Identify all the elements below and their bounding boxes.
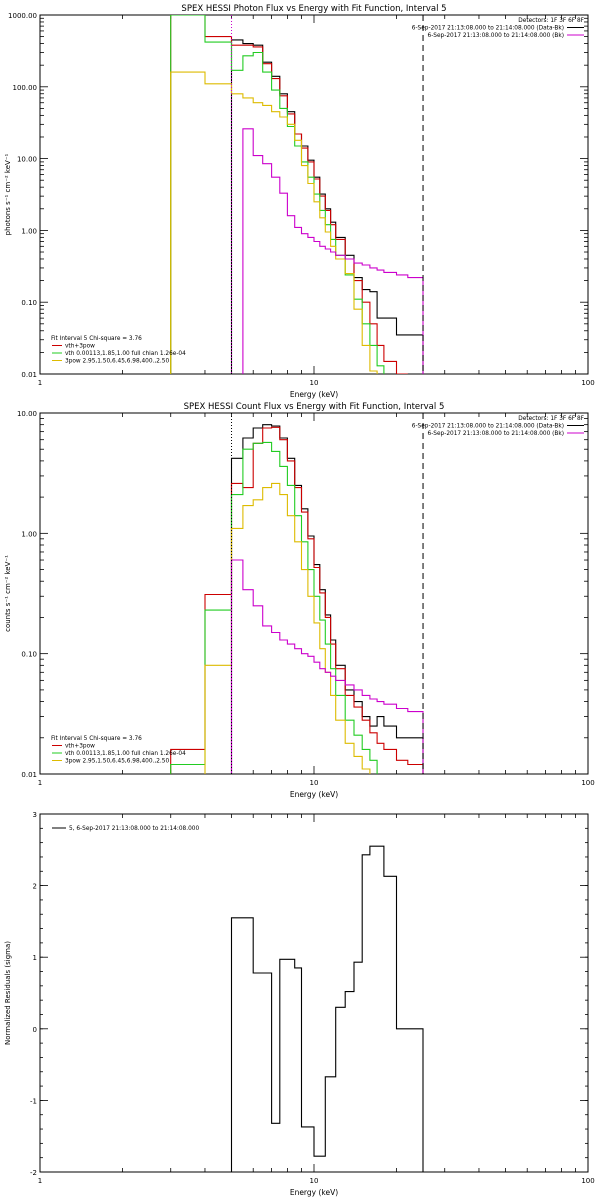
- y-tick-label: 0.10: [21, 651, 37, 659]
- series-line-pow: [204, 482, 371, 774]
- series-line-data: [230, 424, 424, 774]
- fit-line: 3pow 2.95,1.50,6.45,6.98,400.,2.50: [65, 359, 169, 365]
- x-tick-label: 100: [581, 1177, 594, 1185]
- x-axis-label: Energy (keV): [290, 1188, 338, 1197]
- series-line-total: [170, 426, 424, 774]
- fit-line: Fit Interval 5 Chi-square = 3.76: [51, 736, 142, 742]
- y-tick-label: 1: [33, 954, 37, 962]
- y-tick-label: 10.00: [17, 156, 37, 164]
- series-line-total: [170, 15, 408, 374]
- y-tick-label: 0.10: [21, 299, 37, 307]
- y-tick-label: 100.00: [13, 84, 38, 92]
- series-line-thermal: [170, 15, 385, 374]
- plot-area: [170, 413, 424, 774]
- y-axis-label: counts s⁻¹ cm⁻² keV⁻¹: [4, 555, 12, 632]
- x-axis-label: Energy (keV): [290, 790, 338, 799]
- y-tick-label: 1000.00: [8, 12, 37, 20]
- y-axis-label: Normalized Residuals (sigma): [4, 941, 12, 1045]
- header-line: 6-Sep-2017 21:13:08.000 to 21:14:08.000 …: [412, 26, 564, 32]
- x-tick-label: 1: [38, 379, 42, 387]
- y-tick-label: 3: [33, 811, 37, 819]
- series-line-data: [230, 39, 424, 374]
- header-line: Detectors: 1F 3F 6F 8F: [518, 416, 584, 422]
- series-line-thermal: [170, 441, 378, 774]
- series-line-residuals: [230, 845, 424, 1172]
- fit-line: 3pow 2.95,1.50,6.45,6.98,400.,2.50: [65, 759, 169, 765]
- fit-line: vth+3pow: [65, 344, 95, 350]
- x-tick-label: 1: [38, 1177, 42, 1185]
- y-tick-label: 10.00: [17, 410, 37, 418]
- y-tick-label: 0.01: [21, 771, 37, 779]
- x-tick-label: 100: [581, 379, 594, 387]
- fit-line: vth+3pow: [65, 744, 95, 750]
- y-tick-label: 1.00: [21, 227, 37, 235]
- y-tick-label: 2: [33, 883, 37, 891]
- x-tick-label: 10: [310, 1177, 319, 1185]
- series-line-bk: [242, 128, 424, 374]
- x-axis-label: Energy (keV): [290, 390, 338, 399]
- y-tick-label: -1: [30, 1097, 37, 1105]
- y-tick-label: -2: [30, 1169, 37, 1177]
- axes-frame: [39, 813, 589, 1173]
- y-axis-label: photons s⁻¹ cm⁻² keV⁻¹: [4, 153, 12, 235]
- y-tick-label: 0.01: [21, 371, 37, 379]
- x-tick-label: 100: [581, 779, 594, 787]
- series-line-pow: [170, 71, 378, 374]
- x-tick-label: 10: [310, 779, 319, 787]
- chart-title: SPEX HESSI Count Flux vs Energy with Fit…: [184, 402, 445, 412]
- header-line: 6-Sep-2017 21:13:08.000 to 21:14:08.000 …: [428, 431, 564, 437]
- x-tick-label: 1: [38, 779, 42, 787]
- fit-line: vth 0.00113,1.85,1.00 full chian 1.26e-0…: [65, 751, 186, 757]
- chart-title: SPEX HESSI Photon Flux vs Energy with Fi…: [181, 4, 446, 14]
- y-tick-label: 1.00: [21, 530, 37, 538]
- plot-area: [170, 15, 424, 374]
- legend-label: 5, 6-Sep-2017 21:13:08.000 to 21:14:08.0…: [69, 826, 199, 832]
- chart-panel-3: 1 10 100 -2 -1 0 1 2 3 Energy (keV) Normalized Res…: [4, 811, 595, 1197]
- header-line: 6-Sep-2017 21:13:08.000 to 21:14:08.000 …: [412, 424, 564, 430]
- header-line: Detectors: 1F 3F 6F 8F: [518, 18, 584, 24]
- header-line: 6-Sep-2017 21:13:08.000 to 21:14:08.000 …: [428, 33, 564, 39]
- fit-line: vth 0.00113,1.85,1.00 full chian 1.26e-0…: [65, 351, 186, 357]
- plot-area: [230, 845, 424, 1172]
- x-tick-label: 10: [310, 379, 319, 387]
- chart-panel-1: SPEX HESSI Photon Flux vs Energy with Fi…: [4, 4, 595, 399]
- fit-line: Fit Interval 5 Chi-square = 3.76: [51, 336, 142, 342]
- y-tick-label: 0: [33, 1026, 37, 1034]
- chart-panel-2: SPEX HESSI Count Flux vs Energy with Fit…: [4, 402, 595, 799]
- series-line-bk: [230, 559, 424, 774]
